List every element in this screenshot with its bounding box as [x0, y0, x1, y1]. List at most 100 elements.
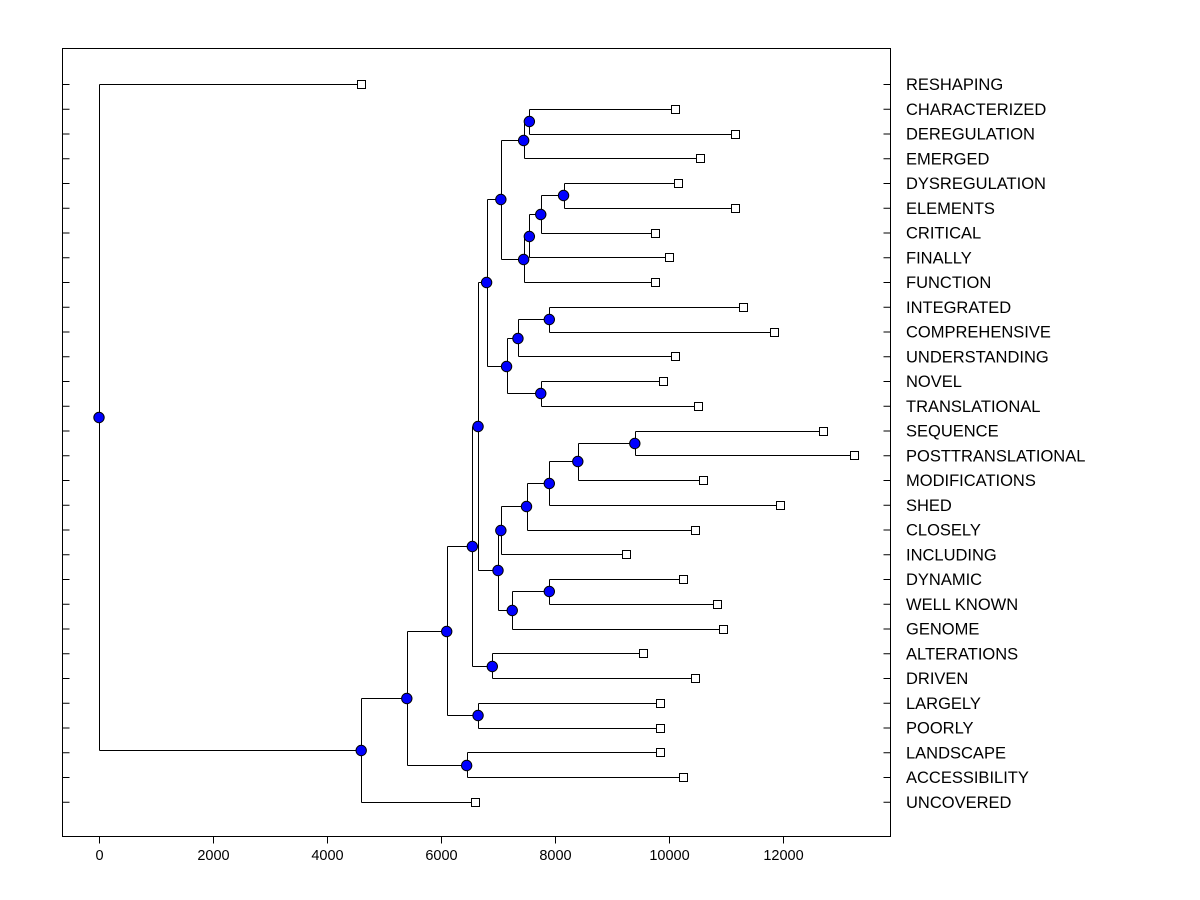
merge-node — [629, 437, 641, 450]
leaf-marker — [656, 699, 665, 708]
leaf-label: ACCESSIBILITY — [906, 769, 1029, 787]
x-tick-label: 2000 — [197, 848, 229, 864]
leaf-marker — [674, 179, 683, 188]
leaf-label: ELEMENTS — [906, 200, 995, 218]
leaf-label: LARGELY — [906, 695, 981, 713]
merge-node — [520, 500, 533, 513]
leaf-label: INTEGRATED — [906, 299, 1011, 317]
merge-node — [557, 189, 570, 202]
merge-node — [401, 692, 413, 705]
leaf-label: SEQUENCE — [906, 423, 999, 441]
leaf-marker — [696, 154, 705, 163]
leaf-label: NOVEL — [906, 373, 962, 391]
merge-node — [441, 625, 453, 638]
merge-node — [517, 134, 530, 147]
x-tick-label: 12000 — [763, 848, 803, 864]
leaf-label: DRIVEN — [906, 670, 968, 688]
leaf-label: UNDERSTANDING — [906, 348, 1049, 366]
leaf-marker — [731, 204, 740, 213]
leaf-labels: RESHAPING CHARACTERIZED DEREGULATION EMERGE… — [906, 76, 1085, 812]
leaf-label: ALTERATIONS — [906, 645, 1018, 663]
leaf-label: COMPREHENSIVE — [906, 324, 1051, 342]
leaf-marker — [651, 278, 660, 287]
merge-node — [543, 585, 555, 598]
leaf-label: GENOME — [906, 621, 979, 639]
merge-node — [93, 411, 105, 424]
merge-node — [543, 477, 555, 490]
leaf-label: TRANSLATIONAL — [906, 398, 1040, 416]
leaf-label: UNCOVERED — [906, 794, 1012, 812]
leaf-label: MODIFICATIONS — [906, 472, 1036, 490]
leaf-markers — [357, 80, 859, 807]
leaf-marker — [739, 303, 748, 312]
leaf-label: WELL KNOWN — [906, 596, 1018, 614]
merge-node — [523, 230, 536, 243]
x-tick-label: 6000 — [425, 848, 457, 864]
merge-node — [480, 276, 493, 289]
merge-node — [486, 660, 498, 673]
merge-node — [355, 744, 367, 757]
leaf-label: SHED — [906, 497, 952, 515]
x-tick-labels: 0 2000 4000 6000 8000 10000 12000 — [95, 848, 803, 864]
merge-node — [495, 193, 507, 206]
leaf-label: CLOSELY — [906, 522, 981, 540]
leaf-marker — [622, 550, 631, 559]
leaf-marker — [713, 600, 722, 609]
leaf-label: LANDSCAPE — [906, 744, 1006, 762]
leaf-marker — [656, 748, 665, 757]
leaf-label: RESHAPING — [906, 76, 1003, 94]
leaf-marker — [850, 451, 859, 460]
branches — [99, 84, 855, 803]
leaf-marker — [639, 649, 648, 658]
leaf-marker — [671, 105, 680, 114]
leaf-label: DYNAMIC — [906, 571, 982, 589]
axis-ticks — [62, 84, 891, 844]
leaf-marker — [719, 625, 728, 634]
merge-node — [517, 253, 530, 266]
merge-node — [466, 540, 479, 553]
leaf-label: EMERGED — [906, 150, 990, 168]
leaf-label: INCLUDING — [906, 546, 997, 564]
leaf-marker — [731, 130, 740, 139]
leaf-label: CRITICAL — [906, 225, 981, 243]
x-tick-label: 0 — [95, 848, 103, 864]
leaf-marker — [694, 402, 703, 411]
merge-node — [523, 115, 536, 128]
merge-node — [543, 313, 555, 326]
merge-node — [506, 604, 518, 617]
leaf-marker — [699, 476, 708, 485]
merge-node — [460, 759, 473, 772]
merge-node — [500, 360, 513, 373]
leaf-marker — [691, 674, 700, 683]
merge-node — [472, 709, 484, 722]
leaf-marker — [659, 377, 668, 386]
leaf-marker — [656, 724, 665, 733]
merge-node — [512, 332, 524, 345]
leaf-marker — [776, 501, 785, 510]
leaf-label: POSTTRANSLATIONAL — [906, 447, 1085, 465]
merge-node — [472, 420, 484, 433]
x-tick-label: 8000 — [539, 848, 571, 864]
x-tick-label: 4000 — [311, 848, 343, 864]
leaf-marker — [691, 526, 700, 535]
leaf-marker — [679, 773, 688, 782]
leaf-label: POORLY — [906, 720, 974, 738]
x-tick-label: 10000 — [649, 848, 689, 864]
plot-frame — [62, 48, 891, 837]
merge-nodes — [93, 115, 641, 772]
merge-node — [572, 455, 584, 468]
leaf-marker — [770, 328, 779, 337]
leaf-label: DYSREGULATION — [906, 175, 1046, 193]
leaf-label: FINALLY — [906, 249, 972, 267]
leaf-marker — [651, 229, 660, 238]
leaf-marker — [819, 427, 828, 436]
merge-node — [495, 524, 507, 537]
leaf-label: CHARACTERIZED — [906, 101, 1046, 119]
leaf-marker — [679, 575, 688, 584]
leaf-label: FUNCTION — [906, 274, 991, 292]
leaf-marker — [471, 798, 480, 807]
leaf-marker — [357, 80, 366, 89]
leaf-marker — [671, 352, 680, 361]
leaf-label: DEREGULATION — [906, 126, 1035, 144]
